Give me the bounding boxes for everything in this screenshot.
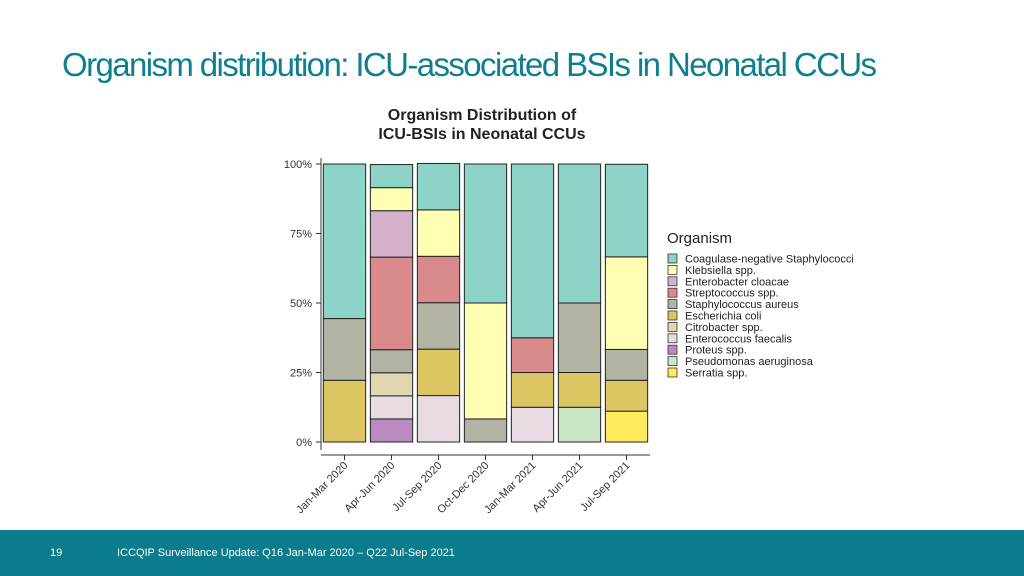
legend-swatch: [667, 321, 678, 332]
legend-label: Enterobacter cloacae: [685, 276, 789, 288]
y-tick-label: 0%: [296, 437, 312, 449]
legend-swatch: [667, 287, 678, 298]
legend-label: Escherichia coli: [685, 311, 761, 323]
bar-segment: [369, 395, 414, 420]
bar-segment: [557, 163, 602, 304]
bar-segment: [416, 209, 461, 257]
legend-swatch: [667, 344, 678, 355]
legend-swatch: [667, 264, 678, 275]
legend-swatch: [667, 356, 678, 367]
bar-segment: [369, 418, 414, 443]
y-tick-label: 75%: [290, 229, 312, 241]
footer-text: ICCQIP Surveillance Update: Q16 Jan-Mar …: [117, 547, 455, 559]
bar-segment: [557, 302, 602, 373]
bar-segment: [322, 318, 367, 381]
bar-segment: [416, 348, 461, 397]
legend-swatch: [667, 367, 678, 378]
footer-bar: 19 ICCQIP Surveillance Update: Q16 Jan-M…: [0, 530, 1024, 576]
legend-label: Citrobacter spp.: [685, 322, 763, 334]
bar-segment: [557, 406, 602, 443]
legend-label: Klebsiella spp.: [685, 265, 756, 277]
legend-title: Organism: [667, 230, 732, 247]
legend-label: Proteus spp.: [685, 345, 747, 357]
bar-segment: [604, 410, 649, 443]
legend-swatch: [667, 276, 678, 287]
bar-segment: [604, 256, 649, 350]
legend-swatch: [667, 299, 678, 310]
chart-title-line-2: ICU-BSIs in Neonatal CCUs: [378, 126, 585, 143]
bars: [322, 162, 649, 443]
legend: Organism Coagulase-negative Staphylococci…: [667, 230, 854, 380]
bar-segment: [463, 418, 508, 443]
y-tick-label: 100%: [284, 159, 312, 171]
x-tick-label: Jul-Sep 2021: [578, 460, 632, 514]
bar-segment: [369, 349, 414, 374]
bar-segment: [510, 372, 555, 408]
x-tick-label: Apr-Jun 2020: [342, 460, 397, 515]
bar-segment: [416, 162, 461, 211]
legend-label: Staphylococcus aureus: [685, 299, 799, 311]
bar-segment: [369, 210, 414, 258]
bar-segment: [510, 163, 555, 339]
x-tick-label: Apr-Jun 2021: [530, 460, 585, 515]
chart-title: Organism Distribution of ICU-BSIs in Neo…: [378, 107, 585, 143]
legend-swatch: [667, 310, 678, 321]
bar-segment: [510, 337, 555, 373]
page-number: 19: [50, 547, 63, 559]
y-tick-label: 25%: [290, 368, 312, 380]
bar-segment: [369, 164, 414, 189]
bar-segment: [604, 379, 649, 412]
bar-segment: [369, 187, 414, 212]
bar-segment: [322, 163, 367, 320]
bar-segment: [416, 255, 461, 304]
legend-label: Pseudomonas aeruginosa: [685, 356, 814, 368]
bar-segment: [369, 256, 414, 351]
bar-segment: [416, 302, 461, 350]
slide-title: Organism distribution: ICU-associated BS…: [62, 46, 877, 83]
bar-segment: [604, 163, 649, 258]
bar-segment: [369, 372, 414, 397]
y-tick-label: 50%: [290, 298, 312, 310]
bar-segment: [604, 348, 649, 381]
legend-label: Streptococcus spp.: [685, 288, 779, 300]
legend-swatch: [667, 333, 678, 344]
legend-swatch: [667, 253, 678, 264]
stacked-bar-chart: Organism Distribution of ICU-BSIs in Neo…: [284, 107, 854, 516]
bar-segment: [463, 163, 508, 304]
legend-label: Coagulase-negative Staphylococci: [685, 254, 854, 266]
bar-segment: [416, 395, 461, 443]
chart-title-line-1: Organism Distribution of: [388, 107, 577, 124]
bar-segment: [557, 372, 602, 408]
legend-label: Serratia spp.: [685, 368, 747, 380]
legend-label: Enterococcus faecalis: [685, 333, 792, 345]
x-tick-label: Jan-Mar 2020: [294, 460, 350, 516]
y-axis: 0% 25% 50% 75% 100%: [284, 158, 322, 450]
bar-segment: [322, 379, 367, 443]
bar-segment: [510, 406, 555, 443]
bar-segment: [463, 302, 508, 420]
